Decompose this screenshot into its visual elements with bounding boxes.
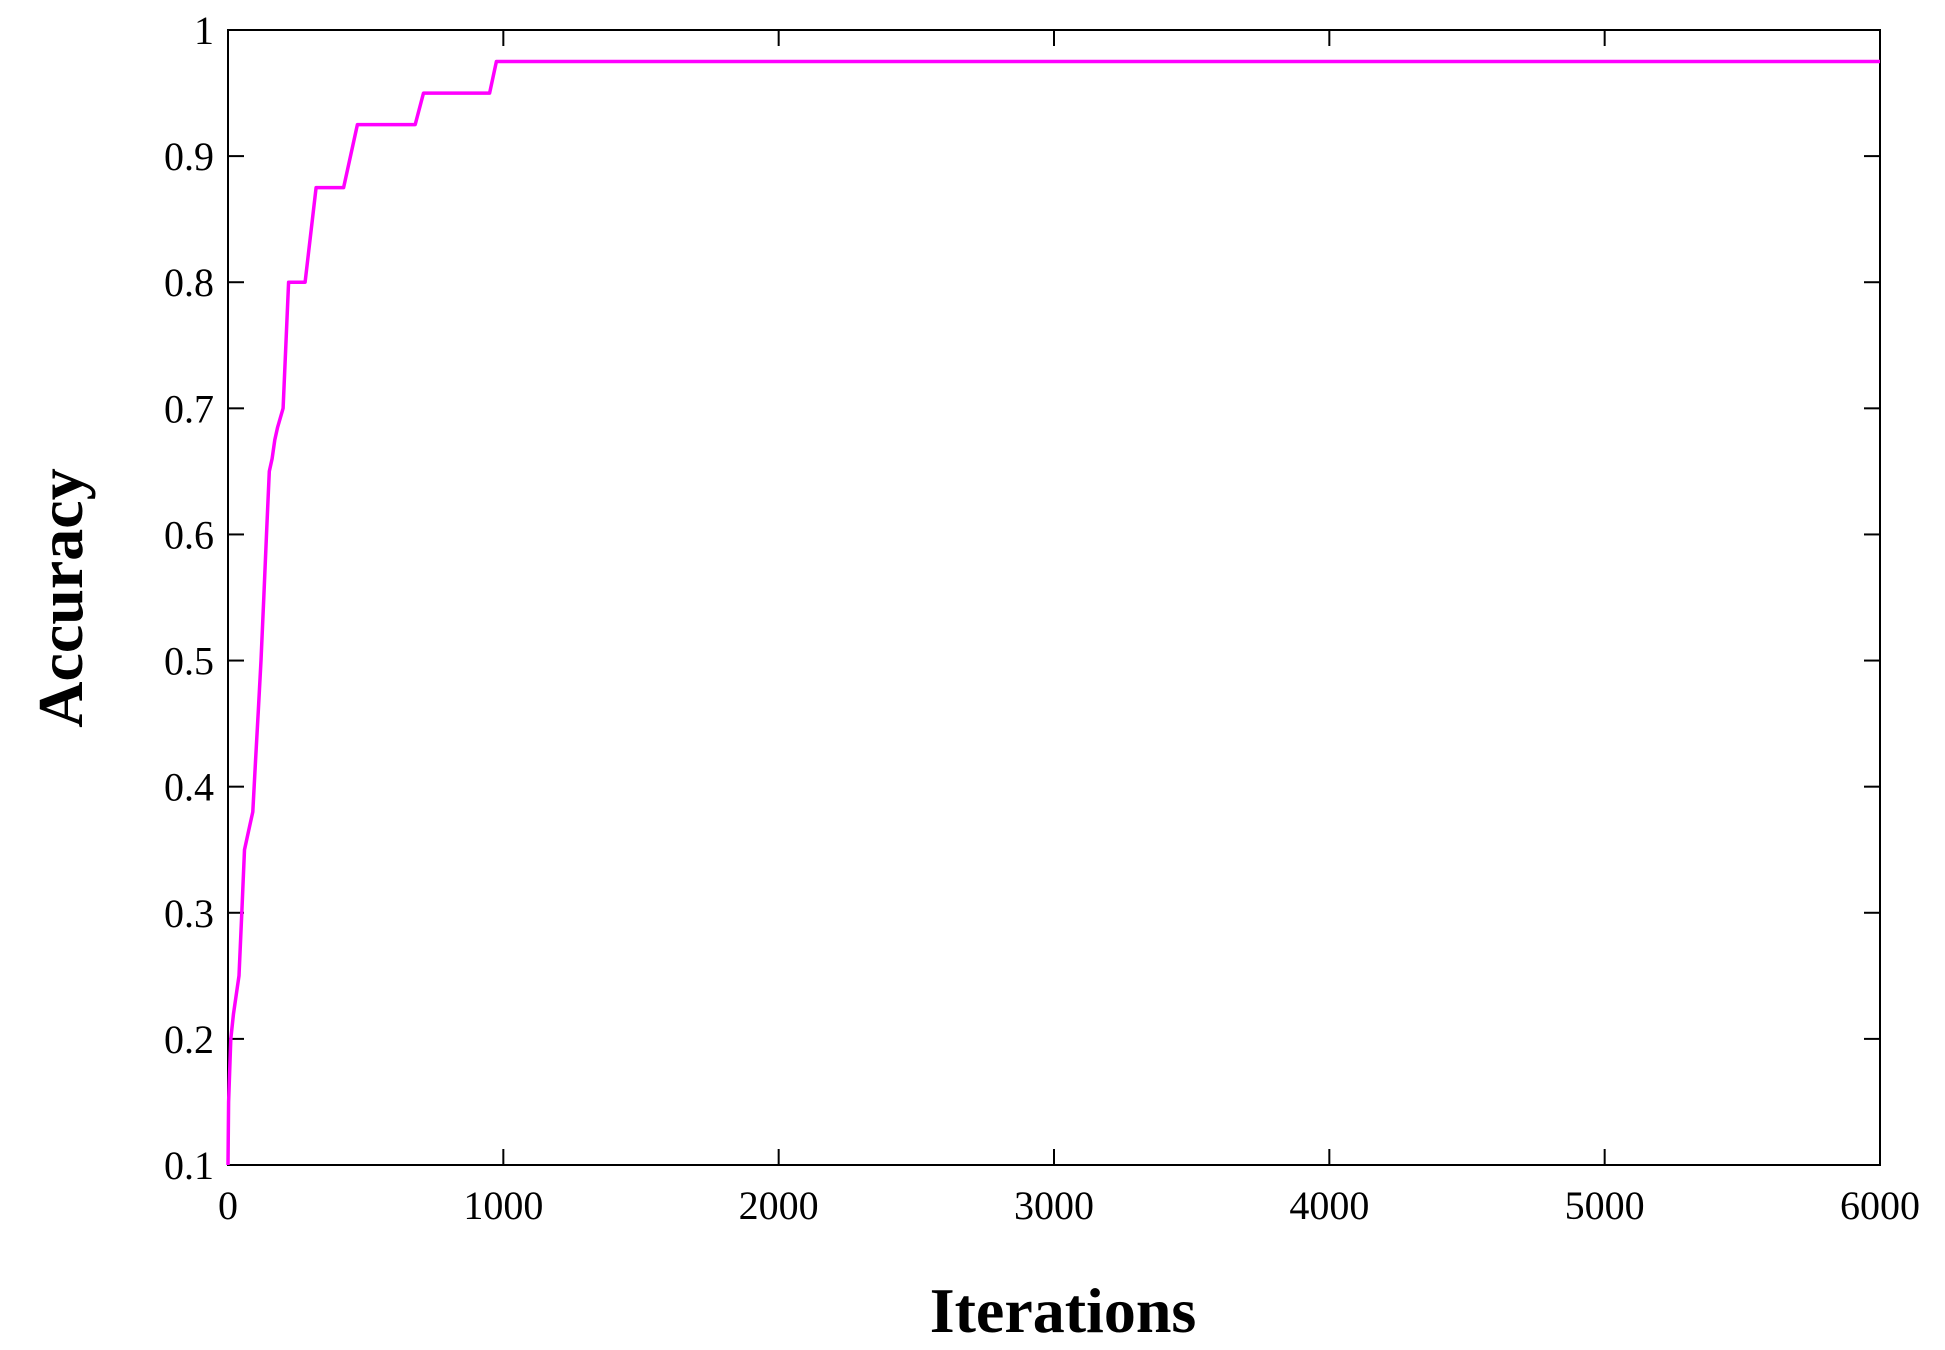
x-tick-label: 6000 (1840, 1183, 1920, 1228)
y-tick-label: 0.8 (164, 260, 214, 305)
y-axis-title: Accuracy (25, 468, 96, 727)
x-tick-label: 0 (218, 1183, 238, 1228)
x-tick-label: 1000 (463, 1183, 543, 1228)
x-tick-label: 4000 (1289, 1183, 1369, 1228)
x-tick-label: 2000 (739, 1183, 819, 1228)
accuracy-series-line (226, 59, 1880, 1166)
y-tick-label: 0.9 (164, 134, 214, 179)
x-axis-title: Iterations (930, 1275, 1197, 1346)
x-tick-label: 5000 (1565, 1183, 1645, 1228)
y-tick-label: 0.3 (164, 891, 214, 936)
plot-area-frame (227, 29, 1881, 1166)
y-tick-label: 0.4 (164, 765, 214, 810)
y-tick-label: 0.2 (164, 1017, 214, 1062)
x-axis-ticks: 0 1000 2000 3000 4000 5000 6000 (218, 30, 1920, 1228)
y-tick-label: 0.7 (164, 386, 214, 431)
x-tick-label: 3000 (1014, 1183, 1094, 1228)
y-tick-label: 0.1 (164, 1143, 214, 1188)
y-tick-label: 0.5 (164, 639, 214, 684)
y-axis-ticks: 0.1 0.2 0.3 0.4 0.5 0.6 0.7 0.8 0.9 1 (164, 8, 1880, 1188)
series-layer (226, 59, 1880, 1166)
y-tick-label: 1 (194, 8, 214, 53)
y-tick-label: 0.6 (164, 512, 214, 557)
